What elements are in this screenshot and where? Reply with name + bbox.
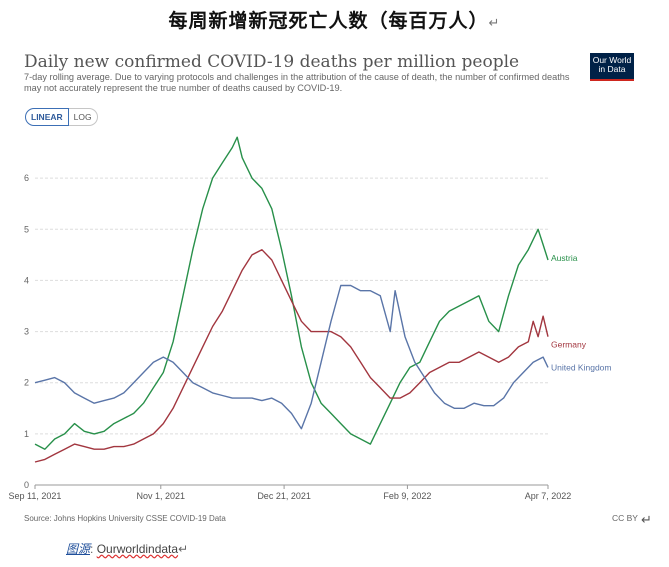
figure-source: 图源: Ourworldindata↵ bbox=[66, 542, 189, 556]
figure-source-value: Ourworldindata bbox=[96, 542, 179, 556]
y-tick-label: 0 bbox=[24, 480, 29, 490]
x-tick-label: Nov 1, 2021 bbox=[137, 491, 186, 501]
log-toggle-button[interactable]: LOG bbox=[68, 108, 98, 126]
x-tick-label: Feb 9, 2022 bbox=[383, 491, 431, 501]
y-tick-label: 1 bbox=[24, 429, 29, 439]
chart-subtitle: 7-day rolling average. Due to varying pr… bbox=[24, 72, 570, 93]
y-tick-label: 5 bbox=[24, 224, 29, 234]
x-tick-label: Apr 7, 2022 bbox=[525, 491, 572, 501]
y-tick-label: 6 bbox=[24, 173, 29, 183]
figure-source-label: 图源 bbox=[66, 542, 91, 556]
chart-source: Source: Johns Hopkins University CSSE CO… bbox=[24, 514, 226, 523]
series-label: Germany bbox=[551, 340, 587, 350]
y-tick-label: 4 bbox=[24, 275, 29, 285]
series-line-united-kingdom bbox=[34, 284, 549, 430]
series-label: Austria bbox=[551, 253, 578, 263]
series-line-austria bbox=[34, 136, 549, 450]
license-link[interactable]: CC BY bbox=[612, 513, 638, 523]
y-tick-label: 3 bbox=[24, 327, 29, 337]
owid-logo[interactable]: Our World in Data bbox=[590, 53, 634, 81]
y-tick-label: 2 bbox=[24, 378, 29, 388]
linear-toggle-button[interactable]: LINEAR bbox=[25, 108, 69, 126]
chart-title: Daily new confirmed COVID-19 deaths per … bbox=[24, 52, 520, 72]
return-mark-icon: ↵ bbox=[488, 16, 501, 31]
x-tick-label: Dec 21, 2021 bbox=[257, 491, 311, 501]
series-line-germany bbox=[34, 249, 549, 463]
series-label: United Kingdom bbox=[551, 362, 611, 372]
return-mark-icon: ↵ bbox=[178, 542, 189, 556]
x-tick-label: Sep 11, 2021 bbox=[9, 491, 62, 501]
scale-toggle: LINEAR LOG bbox=[25, 108, 98, 126]
document-heading: 每周新增新冠死亡人数（每百万人）↵ bbox=[168, 10, 501, 32]
return-mark-icon: ↵ bbox=[641, 512, 652, 527]
